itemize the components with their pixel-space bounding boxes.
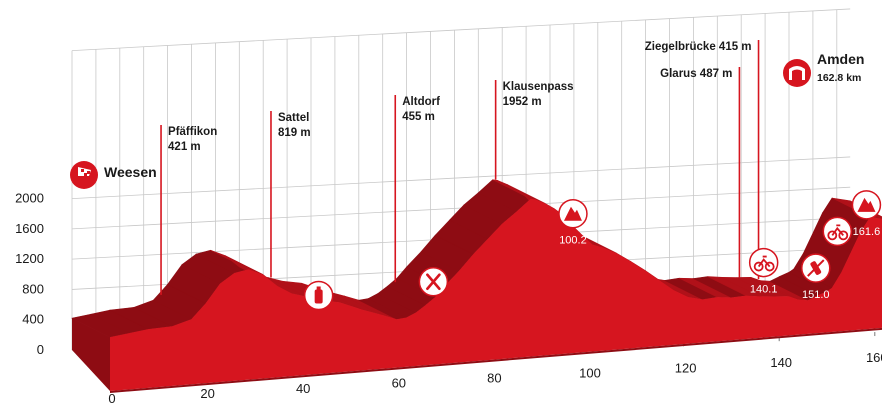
waypoint: Sattel 819 m [270,111,311,278]
waypoint-name: Glarus 487 m [660,68,732,80]
y-tick-label: 800 [22,281,44,296]
y-tick-label: 0 [37,342,44,357]
waypoint-altitude: 421 m [168,141,201,153]
waypoint-name: Pfäffikon [168,126,217,138]
waypoint-name: Ziegelbrücke 415 m [645,41,752,53]
food-marker [418,267,449,297]
flag-check [81,169,84,172]
profile-front-face [110,198,882,391]
x-tick-label: 0 [108,391,115,406]
elevation-profile [71,179,882,393]
x-tick-label: 100 [579,365,601,380]
marker-km-label: 140.1 [750,284,778,296]
bicycle-icon [831,224,844,236]
waypoint: Altdorf 455 m [394,95,440,283]
waypoint-name: Sattel [278,112,309,124]
y-tick-label: 2000 [15,191,44,206]
profile-base [110,327,882,393]
bottle-cap [316,286,321,290]
x-tick-label: 60 [392,376,406,391]
marker-km-label: 100.2 [559,235,587,247]
finish-arch-shape [789,66,805,80]
waypoint-name: Weesen [104,164,157,180]
waypoint: Amden 162.8 km [783,51,864,87]
x-tick-label: 120 [675,360,697,375]
waypoints: Weesen Pfäffikon 421 m Sattel 819 m Altdorf 45… [70,40,864,295]
waypoint-distance: 162.8 km [817,72,861,84]
y-tick-label: 1600 [15,221,44,236]
y-axis-ticks: 0 400 800 1200 1600 2000 [15,191,44,357]
waypoint-altitude: 1952 m [503,96,542,108]
gridline-horizontal [71,156,851,199]
x-tick-label: 140 [770,355,792,370]
flag-check [87,171,90,174]
bicycle-wheel [753,261,764,272]
finish-arch-icon [783,59,811,87]
bicycle-wheel [838,230,849,241]
bicycle-wheel [827,230,838,241]
marker-background [822,216,853,247]
bottle-icon [314,289,323,304]
kom-marker: 100.2 [558,198,588,247]
sprint-marker [822,216,853,247]
mountain-icon [563,206,582,221]
feed-marker [303,280,334,311]
kom-marker: 161.6 [851,190,882,238]
waypoint-altitude: 455 m [402,111,435,123]
x-tick-label: 20 [200,386,214,401]
fork-knife-icon [426,273,441,291]
waypoint-name: Amden [817,51,864,67]
y-tick-label: 1200 [15,251,44,266]
x-tick-label: 40 [296,381,310,396]
marker-background [748,247,779,278]
bicycle-icon [757,255,771,268]
x-tick-label: 160 [866,350,882,365]
waypoint-name: Klausenpass [503,81,574,93]
mountain-icon [857,197,876,212]
waypoint: Weesen [70,161,157,189]
waypoint-altitude: 819 m [278,127,311,139]
waypoint: Ziegelbrücke 415 m [645,40,760,279]
marker-km-label: 151.0 [802,289,830,301]
marker-km-label: 161.6 [853,226,881,238]
bicycle-wheel [764,261,775,272]
waypoint: Klausenpass 1952 m [494,80,574,180]
profile-start-face [72,318,110,391]
y-tick-label: 400 [22,312,44,327]
route-markers: 100.2 140.1 151.0 161.6 [303,190,882,311]
flag-check [84,173,87,176]
sprint-marker: 140.1 [748,247,779,296]
feed2-marker: 151.0 [801,253,831,301]
slash-icon [807,259,825,277]
waypoint: Glarus 487 m [660,67,741,278]
x-tick-label: 80 [487,371,501,386]
waypoint-name: Altdorf [402,96,440,108]
gridline-top [71,8,851,51]
waypoint: Pfäffikon 421 m [160,125,217,295]
x-axis-ticks: 0 20 40 60 80 100 120 140 160 [108,332,882,406]
